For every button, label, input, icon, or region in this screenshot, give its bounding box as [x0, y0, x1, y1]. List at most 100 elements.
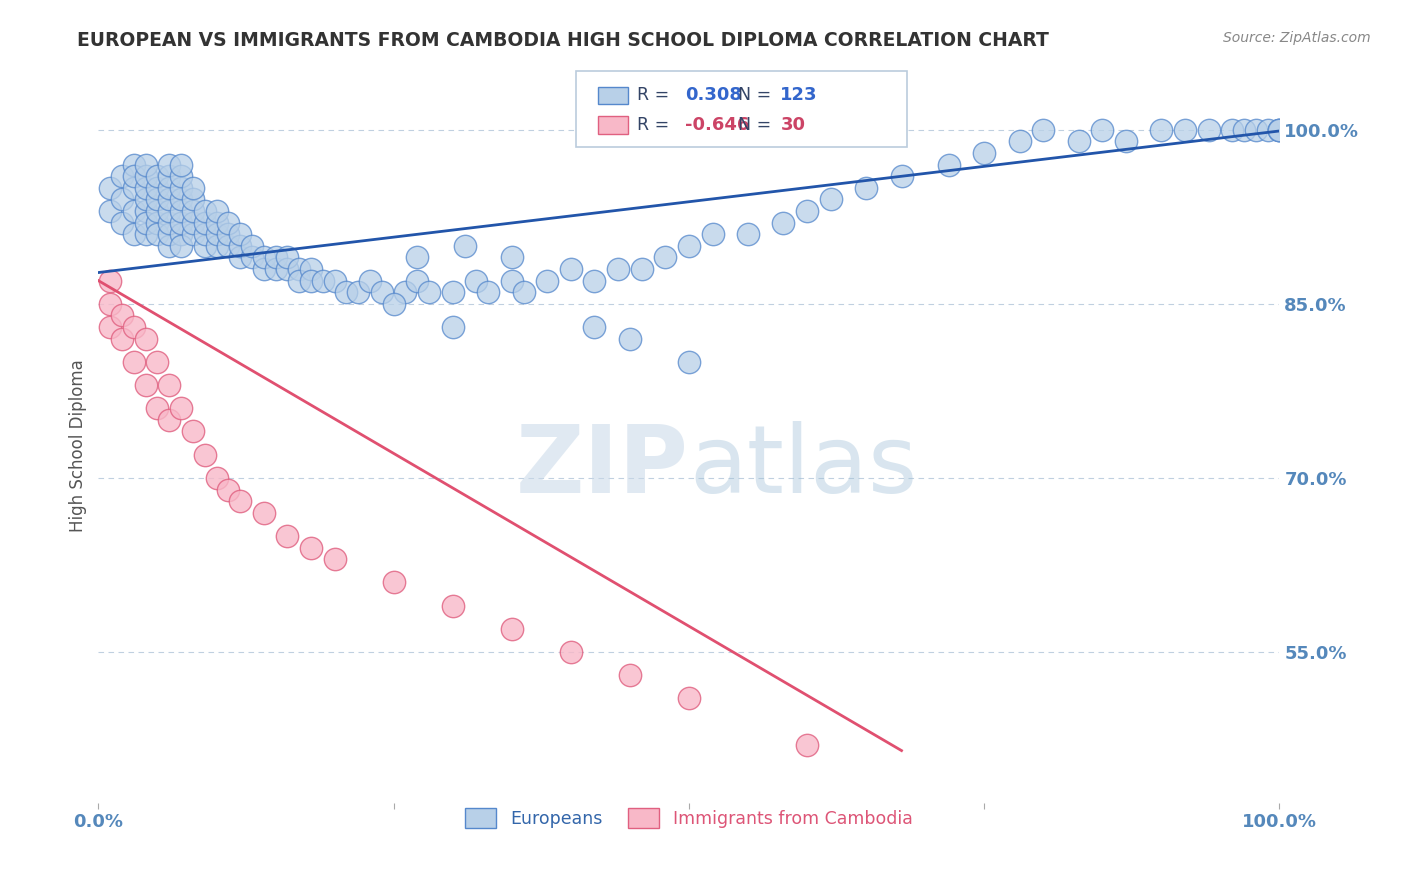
- Point: [240, 239, 263, 253]
- Point: [1150, 123, 1173, 137]
- Point: [335, 285, 357, 300]
- Point: [583, 274, 606, 288]
- Point: [299, 541, 322, 555]
- Point: [371, 285, 394, 300]
- Point: [170, 227, 193, 242]
- Point: [583, 320, 606, 334]
- Point: [1233, 123, 1256, 137]
- Point: [323, 552, 346, 566]
- Point: [619, 668, 641, 682]
- Point: [194, 448, 217, 462]
- Point: [1220, 123, 1243, 137]
- Point: [157, 193, 180, 207]
- Point: [1115, 135, 1137, 149]
- Point: [146, 401, 169, 416]
- Point: [276, 529, 298, 543]
- Point: [181, 193, 204, 207]
- Point: [122, 227, 145, 242]
- Text: N =: N =: [738, 87, 772, 104]
- Point: [359, 274, 381, 288]
- Text: EUROPEAN VS IMMIGRANTS FROM CAMBODIA HIGH SCHOOL DIPLOMA CORRELATION CHART: EUROPEAN VS IMMIGRANTS FROM CAMBODIA HIG…: [77, 31, 1049, 50]
- Text: N =: N =: [738, 116, 772, 134]
- Point: [135, 378, 157, 392]
- Point: [217, 483, 239, 497]
- Point: [1174, 123, 1197, 137]
- Point: [418, 285, 440, 300]
- Point: [229, 251, 252, 265]
- Point: [135, 216, 157, 230]
- Point: [1244, 123, 1267, 137]
- Point: [1268, 123, 1291, 137]
- Text: ZIP: ZIP: [516, 421, 689, 514]
- Point: [382, 297, 405, 311]
- Point: [453, 239, 475, 253]
- Point: [1257, 123, 1279, 137]
- Point: [135, 158, 157, 172]
- Point: [347, 285, 370, 300]
- Point: [477, 285, 499, 300]
- Point: [312, 274, 335, 288]
- Point: [299, 274, 322, 288]
- Point: [122, 181, 145, 195]
- Point: [1008, 135, 1031, 149]
- Point: [276, 262, 298, 277]
- Point: [194, 216, 217, 230]
- Point: [98, 297, 121, 311]
- Point: [135, 227, 157, 242]
- Point: [607, 262, 630, 277]
- Point: [181, 204, 204, 219]
- Point: [157, 216, 180, 230]
- Point: [157, 239, 180, 253]
- Point: [737, 227, 759, 242]
- Point: [288, 262, 311, 277]
- Point: [194, 227, 217, 242]
- Point: [157, 158, 180, 172]
- Point: [217, 239, 239, 253]
- Point: [194, 239, 217, 253]
- Point: [536, 274, 558, 288]
- Point: [229, 239, 252, 253]
- Point: [122, 204, 145, 219]
- Text: 123: 123: [780, 87, 818, 104]
- Point: [181, 227, 204, 242]
- Point: [181, 216, 204, 230]
- Point: [157, 413, 180, 427]
- Point: [323, 274, 346, 288]
- Point: [465, 274, 488, 288]
- Point: [264, 251, 287, 265]
- Point: [111, 332, 134, 346]
- Point: [205, 204, 228, 219]
- Point: [973, 146, 995, 161]
- Point: [1198, 123, 1220, 137]
- Point: [678, 239, 700, 253]
- Point: [111, 309, 134, 323]
- Point: [217, 216, 239, 230]
- Point: [560, 645, 582, 659]
- Point: [98, 181, 121, 195]
- Point: [122, 320, 145, 334]
- Point: [1032, 123, 1054, 137]
- Point: [170, 401, 193, 416]
- Point: [205, 471, 228, 485]
- Point: [654, 251, 676, 265]
- Point: [1268, 123, 1291, 137]
- Point: [205, 216, 228, 230]
- Point: [229, 227, 252, 242]
- Point: [170, 181, 193, 195]
- Point: [1091, 123, 1114, 137]
- Point: [512, 285, 534, 300]
- Y-axis label: High School Diploma: High School Diploma: [69, 359, 87, 533]
- Point: [630, 262, 652, 277]
- Point: [205, 227, 228, 242]
- Text: atlas: atlas: [689, 421, 917, 514]
- Point: [299, 262, 322, 277]
- Text: 30: 30: [780, 116, 806, 134]
- Point: [146, 227, 169, 242]
- Point: [276, 251, 298, 265]
- Text: -0.646: -0.646: [685, 116, 749, 134]
- Point: [205, 239, 228, 253]
- Point: [678, 355, 700, 369]
- Point: [111, 169, 134, 184]
- Point: [157, 204, 180, 219]
- Point: [98, 274, 121, 288]
